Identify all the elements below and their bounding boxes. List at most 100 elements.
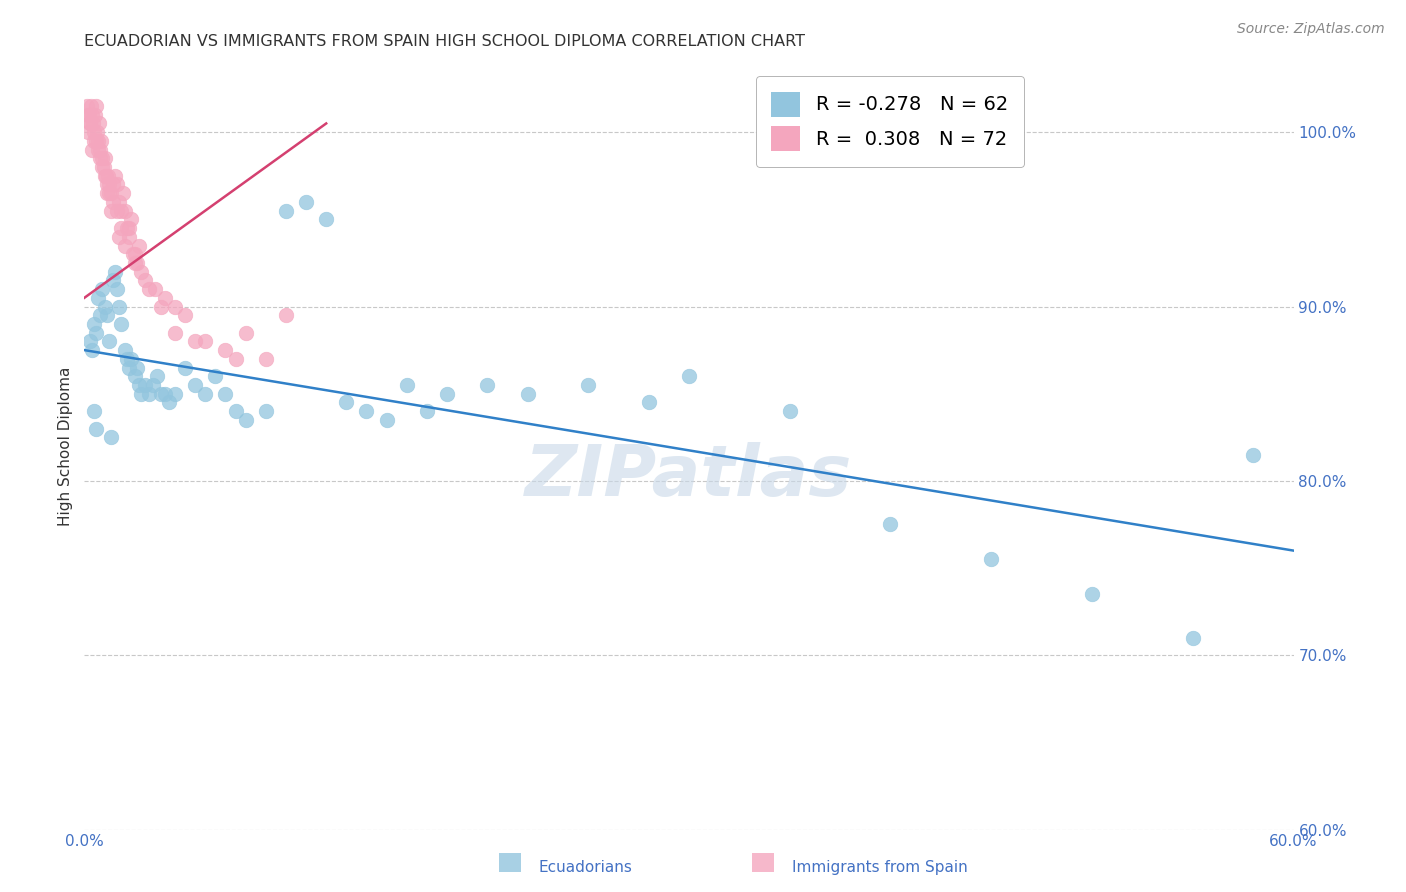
Point: [375, 413, 398, 427]
Point: [86, 125, 108, 139]
Point: [254, 404, 277, 418]
Point: [214, 386, 236, 401]
Point: [184, 378, 207, 392]
Point: [97, 334, 120, 349]
Point: [1081, 587, 1104, 601]
Point: [93, 169, 115, 183]
Point: [105, 282, 128, 296]
Point: [124, 247, 146, 261]
Point: [77, 125, 100, 139]
Point: [356, 404, 378, 418]
Point: [97, 186, 120, 201]
Point: [153, 386, 176, 401]
Legend: R = -0.278   N = 62, R =  0.308   N = 72: R = -0.278 N = 62, R = 0.308 N = 72: [756, 76, 1024, 167]
Point: [82, 116, 104, 130]
Point: [79, 116, 101, 130]
Point: [84, 108, 107, 122]
Text: Source: ZipAtlas.com: Source: ZipAtlas.com: [1237, 22, 1385, 37]
Point: [100, 430, 122, 444]
Point: [125, 256, 148, 270]
Point: [91, 160, 114, 174]
Point: [79, 108, 101, 122]
Point: [77, 108, 100, 122]
Point: [184, 334, 207, 349]
Point: [235, 326, 257, 340]
Point: [107, 229, 129, 244]
Point: [194, 334, 217, 349]
Point: [118, 360, 141, 375]
Point: [1181, 631, 1204, 645]
Point: [93, 152, 115, 166]
Point: [96, 169, 118, 183]
Point: [143, 282, 166, 296]
Point: [315, 212, 337, 227]
Point: [86, 99, 108, 113]
Text: Ecuadorians: Ecuadorians: [538, 860, 633, 874]
Point: [96, 186, 118, 201]
Point: [416, 404, 439, 418]
Point: [104, 265, 127, 279]
Point: [194, 386, 217, 401]
Point: [86, 421, 108, 435]
Point: [395, 378, 418, 392]
Point: [93, 160, 115, 174]
Point: [637, 395, 659, 409]
Point: [83, 317, 105, 331]
Point: [149, 300, 172, 314]
Point: [87, 291, 110, 305]
Point: [107, 194, 129, 209]
Point: [165, 300, 187, 314]
Point: [174, 308, 197, 322]
Point: [1241, 448, 1264, 462]
Point: [89, 143, 111, 157]
Point: [118, 221, 141, 235]
Point: [149, 386, 172, 401]
Point: [879, 517, 901, 532]
Point: [120, 351, 142, 366]
Point: [120, 212, 142, 227]
Point: [105, 203, 128, 218]
Point: [82, 108, 104, 122]
Point: [110, 203, 132, 218]
Point: [101, 273, 124, 287]
Point: [174, 360, 197, 375]
Point: [114, 203, 136, 218]
Point: [118, 229, 141, 244]
Point: [76, 99, 98, 113]
Point: [157, 395, 180, 409]
Point: [93, 300, 115, 314]
Point: [90, 134, 112, 148]
Point: [779, 404, 801, 418]
Point: [80, 99, 103, 113]
Point: [124, 256, 146, 270]
Point: [165, 386, 187, 401]
Point: [79, 334, 101, 349]
Point: [214, 343, 236, 358]
Point: [82, 343, 104, 358]
Point: [97, 178, 120, 192]
Point: [436, 386, 458, 401]
Point: [477, 378, 499, 392]
Point: [142, 378, 165, 392]
Point: [87, 134, 110, 148]
Point: [678, 369, 700, 384]
Point: [87, 143, 110, 157]
Point: [105, 178, 128, 192]
Point: [125, 360, 148, 375]
Point: [274, 308, 297, 322]
Point: [96, 178, 118, 192]
Point: [129, 386, 152, 401]
Point: [101, 194, 124, 209]
Point: [91, 282, 114, 296]
Point: [82, 143, 104, 157]
Point: [204, 369, 226, 384]
Point: [516, 386, 538, 401]
Point: [274, 203, 297, 218]
Point: [115, 221, 138, 235]
Point: [86, 134, 108, 148]
Point: [83, 134, 105, 148]
Point: [134, 273, 156, 287]
Point: [165, 326, 187, 340]
Point: [225, 404, 247, 418]
Point: [101, 178, 124, 192]
